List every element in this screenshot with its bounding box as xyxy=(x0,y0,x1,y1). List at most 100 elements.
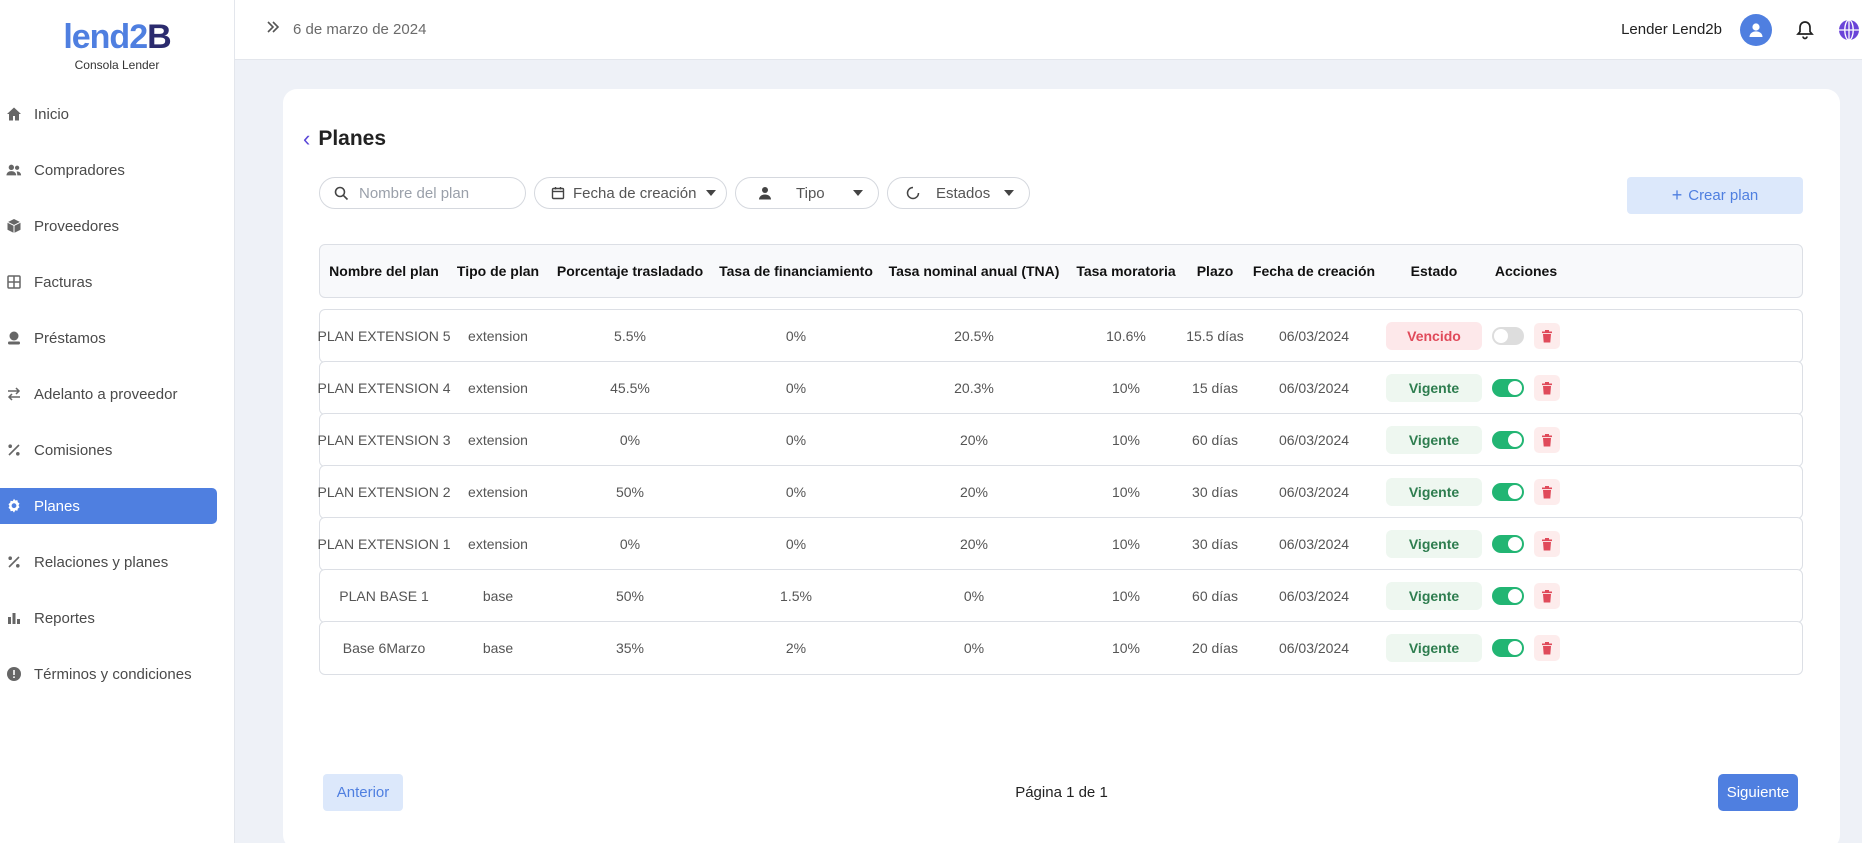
financing-rate-cell: 0% xyxy=(785,380,807,396)
table-row[interactable]: Base 6Marzo base 35% 2% 0% 10% 20 días 06/03/20… xyxy=(319,621,1803,675)
sidebar-item-label: Planes xyxy=(34,497,80,515)
sidebar-item-compradores[interactable]: Compradores xyxy=(0,152,217,188)
header-actions: Lender Lend2b xyxy=(1621,13,1862,46)
search-input[interactable]: Nombre del plan xyxy=(319,177,526,209)
sidebar-item-label: Comisiones xyxy=(34,441,113,459)
toggle-knob xyxy=(1508,433,1522,447)
status-cell: Vigente xyxy=(1386,570,1482,622)
type-filter-dropdown[interactable]: Tipo xyxy=(735,177,879,209)
annual-nominal-rate-cell: 20% xyxy=(959,484,989,500)
notifications-bell-icon[interactable] xyxy=(1792,17,1818,43)
plan-name-cell: Base 6Marzo xyxy=(342,640,426,656)
term-unit: días xyxy=(1211,484,1238,500)
plus-icon: + xyxy=(1671,185,1683,205)
table-row[interactable]: PLAN EXTENSION 4 extension 45.5% 0% 20.3% 10%… xyxy=(317,361,1803,415)
column-header: Plazo xyxy=(1196,263,1234,279)
sidebar-nav: Inicio Compradores Proveedores Facturas Prés… xyxy=(0,96,234,692)
create-plan-button[interactable]: + Crear plan xyxy=(1627,177,1803,214)
sidebar-item-label: Términos y condiciones xyxy=(34,665,192,683)
term-unit: días xyxy=(1211,640,1238,656)
date-filter-dropdown[interactable]: Fecha de creación xyxy=(534,177,727,209)
sidebar-item-comisiones[interactable]: Comisiones xyxy=(0,432,217,468)
sidebar-item-términos-y-condiciones[interactable]: Términos y condiciones xyxy=(0,656,217,692)
previous-page-button[interactable]: Anterior xyxy=(323,774,403,811)
term-value: 60 xyxy=(1192,588,1208,604)
back-chevron-icon[interactable]: ‹ xyxy=(303,126,311,151)
actions-cell xyxy=(1492,570,1560,622)
plan-active-toggle[interactable] xyxy=(1492,587,1524,605)
sidebar-item-label: Facturas xyxy=(34,273,93,291)
actions-cell xyxy=(1492,414,1560,466)
next-page-button[interactable]: Siguiente xyxy=(1718,774,1798,811)
transferred-percentage-cell: 0% xyxy=(619,536,641,552)
users-icon xyxy=(6,162,22,178)
toggle-knob xyxy=(1508,589,1522,603)
expand-sidebar-icon[interactable] xyxy=(265,19,285,40)
column-header: Estado xyxy=(1410,263,1458,279)
plan-active-toggle[interactable] xyxy=(1492,379,1524,397)
annual-nominal-rate-cell: 20% xyxy=(959,536,989,552)
delete-trash-icon[interactable] xyxy=(1534,531,1560,557)
creation-date-cell: 06/03/2024 xyxy=(1278,536,1350,552)
delete-trash-icon[interactable] xyxy=(1534,635,1560,661)
delete-trash-icon[interactable] xyxy=(1534,427,1560,453)
status-cell: Vigente xyxy=(1386,622,1482,674)
box-icon xyxy=(6,218,22,234)
status-badge: Vigente xyxy=(1386,634,1482,662)
status-filter-dropdown[interactable]: Estados xyxy=(887,177,1030,209)
status-badge: Vigente xyxy=(1386,530,1482,558)
plan-active-toggle[interactable] xyxy=(1492,535,1524,553)
chevron-down-icon xyxy=(1004,190,1015,196)
term-cell: 15.5 días xyxy=(1186,310,1244,362)
info-icon xyxy=(6,666,22,682)
financing-rate-cell: 0% xyxy=(785,432,807,448)
type-filter-label: Tipo xyxy=(796,184,825,202)
status-badge: Vigente xyxy=(1386,478,1482,506)
creation-date-cell: 06/03/2024 xyxy=(1278,640,1350,656)
creation-date-cell: 06/03/2024 xyxy=(1278,484,1350,500)
delete-trash-icon[interactable] xyxy=(1534,323,1560,349)
plan-type-cell: extension xyxy=(468,328,528,344)
plan-type-cell: extension xyxy=(468,432,528,448)
column-header: Nombre del plan xyxy=(329,263,439,279)
plan-type-cell: base xyxy=(482,640,514,656)
table-row[interactable]: PLAN EXTENSION 1 extension 0% 0% 20% 10% 30 dí… xyxy=(317,517,1803,571)
sidebar-item-planes[interactable]: Planes xyxy=(0,488,217,524)
annual-nominal-rate-cell: 0% xyxy=(963,640,985,656)
table-row[interactable]: PLAN EXTENSION 3 extension 0% 0% 20% 10% 60 dí… xyxy=(317,413,1803,467)
plan-active-toggle[interactable] xyxy=(1492,639,1524,657)
sidebar-item-relaciones-y-planes[interactable]: Relaciones y planes xyxy=(0,544,217,580)
status-badge: Vigente xyxy=(1386,374,1482,402)
plan-name-cell: PLAN EXTENSION 2 xyxy=(317,484,451,500)
annual-nominal-rate-cell: 20.5% xyxy=(954,328,994,344)
plan-active-toggle[interactable] xyxy=(1492,431,1524,449)
delete-trash-icon[interactable] xyxy=(1534,375,1560,401)
financing-rate-cell: 2% xyxy=(785,640,807,656)
table-row[interactable]: PLAN EXTENSION 2 extension 50% 0% 20% 10% 30 d… xyxy=(317,465,1803,519)
delete-trash-icon[interactable] xyxy=(1534,479,1560,505)
page-title: Planes xyxy=(318,127,387,150)
plan-active-toggle[interactable] xyxy=(1492,483,1524,501)
language-globe-icon[interactable] xyxy=(1836,17,1862,43)
sidebar-item-adelanto-a-proveedor[interactable]: Adelanto a proveedor xyxy=(0,376,217,412)
plan-active-toggle[interactable] xyxy=(1492,327,1524,345)
status-cell: Vencido xyxy=(1386,310,1482,362)
term-value: 30 xyxy=(1192,536,1208,552)
loading-circle-icon xyxy=(906,186,920,200)
term-unit: días xyxy=(1211,432,1238,448)
sidebar-item-inicio[interactable]: Inicio xyxy=(0,96,217,132)
sidebar-item-facturas[interactable]: Facturas xyxy=(0,264,217,300)
user-avatar-icon[interactable] xyxy=(1740,13,1772,46)
swap-icon xyxy=(6,386,22,402)
sidebar-item-proveedores[interactable]: Proveedores xyxy=(0,208,217,244)
sidebar-item-préstamos[interactable]: Préstamos xyxy=(0,320,217,356)
table-row[interactable]: PLAN EXTENSION 5 extension 5.5% 0% 20.5% 10.6… xyxy=(317,309,1803,363)
actions-cell xyxy=(1492,362,1560,414)
table-row[interactable]: PLAN BASE 1 base 50% 1.5% 0% 10% 60 días 06/03/… xyxy=(319,569,1803,623)
chevron-down-icon xyxy=(852,190,863,196)
sidebar-item-reportes[interactable]: Reportes xyxy=(0,600,217,636)
delete-trash-icon[interactable] xyxy=(1534,583,1560,609)
user-name[interactable]: Lender Lend2b xyxy=(1621,21,1722,38)
plan-name-cell: PLAN EXTENSION 1 xyxy=(317,536,451,552)
status-badge: Vigente xyxy=(1386,582,1482,610)
